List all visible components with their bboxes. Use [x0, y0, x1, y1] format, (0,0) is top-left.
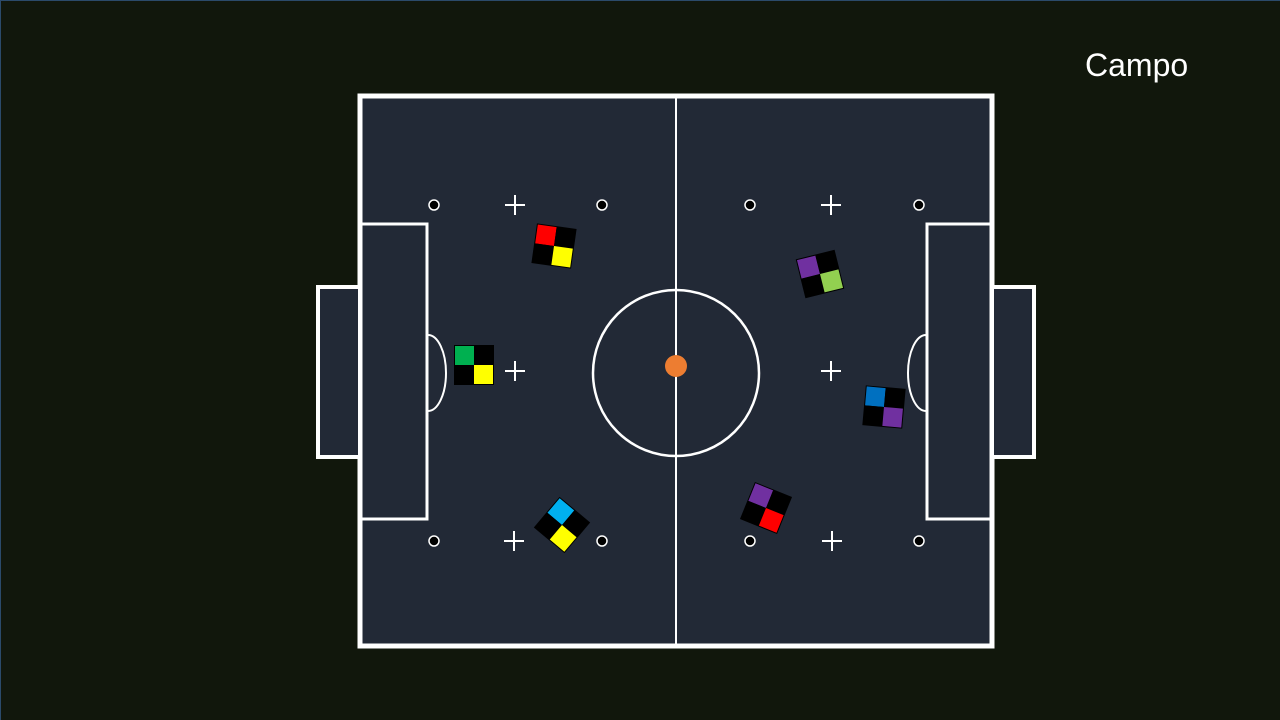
spot-dot	[913, 199, 925, 211]
robot-color-patch	[748, 483, 774, 508]
spot-dot	[744, 199, 756, 211]
robot-color-patch	[865, 386, 886, 407]
robot-color-patch	[562, 510, 589, 538]
robot-color-patch	[741, 500, 766, 526]
robot-purple-lightgreen[interactable]	[795, 249, 845, 299]
robot-color-patch	[820, 269, 844, 293]
robot-color-patch	[815, 250, 839, 274]
cross-marker	[505, 195, 525, 215]
spot-dot	[596, 535, 608, 547]
cross-markers	[504, 195, 842, 551]
robot-color-patch	[474, 365, 493, 384]
left-goal	[316, 285, 362, 459]
center-circle	[591, 288, 761, 458]
cross-marker	[505, 361, 525, 381]
left-penalty-area	[359, 222, 429, 521]
right-penalty-arc	[907, 334, 927, 412]
cross-marker	[821, 361, 841, 381]
robot-color-patch	[535, 512, 562, 540]
robot-purple-red[interactable]	[739, 481, 793, 535]
robot-color-patch	[882, 407, 903, 428]
robot-color-patch	[535, 224, 557, 246]
robot-color-patch	[551, 246, 573, 268]
spot-dot	[913, 535, 925, 547]
free-kick-spots	[428, 199, 925, 547]
spot-dot	[596, 199, 608, 211]
robot-color-patch	[766, 490, 791, 516]
robot-color-patch	[549, 525, 577, 552]
robot-color-patch	[547, 498, 575, 525]
robot-color-patch	[863, 405, 884, 426]
robot-color-patch	[474, 346, 493, 365]
robot-color-patch	[455, 365, 474, 384]
robot-green-yellow[interactable]	[454, 345, 494, 385]
left-penalty-arc	[427, 334, 447, 412]
robot-color-patch	[884, 388, 905, 409]
robot-color-patch	[455, 346, 474, 365]
robot-color-patch	[796, 255, 820, 279]
cross-marker	[822, 531, 842, 551]
robot-red-yellow[interactable]	[531, 223, 577, 269]
spot-dot	[744, 535, 756, 547]
slide-title: Campo	[1085, 47, 1189, 83]
robot-color-patch	[532, 243, 554, 265]
cross-marker	[504, 531, 524, 551]
ball[interactable]	[665, 355, 687, 377]
right-penalty-area	[925, 222, 993, 521]
robot-color-patch	[801, 274, 825, 298]
cross-marker	[821, 195, 841, 215]
spot-dot	[428, 199, 440, 211]
robot-blue-purple[interactable]	[862, 385, 906, 429]
spot-dot	[428, 535, 440, 547]
robot-cyan-yellow[interactable]	[533, 496, 591, 554]
right-goal	[990, 285, 1036, 459]
robot-color-patch	[758, 508, 784, 533]
robot-color-patch	[554, 227, 576, 249]
